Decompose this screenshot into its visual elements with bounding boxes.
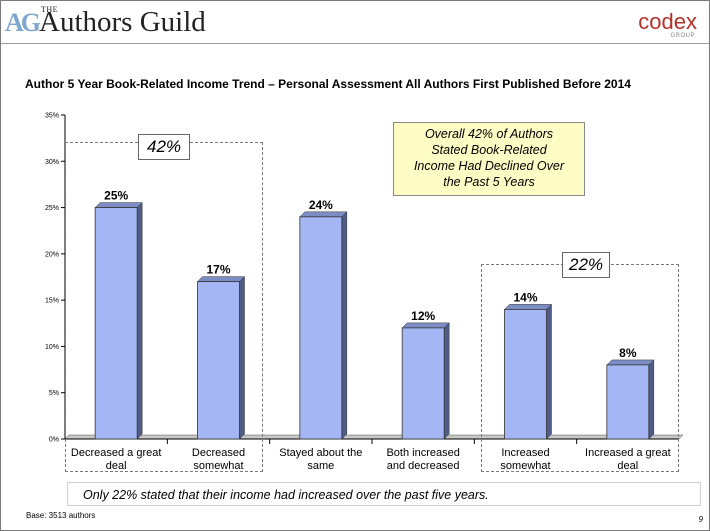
decrease-group-outline <box>65 142 263 472</box>
y-tick-label: 15% <box>45 298 59 305</box>
bar-value-label: 25% <box>104 189 128 203</box>
chart-labels: 0% 5% 10% 15% 20% 25% 30% 35% 25% Decreased a gre… <box>45 113 671 473</box>
logo-name-text: Authors Guild <box>39 6 206 38</box>
callout-line: the Past 5 Years <box>443 175 535 189</box>
bar <box>606 364 650 440</box>
bar <box>504 308 547 440</box>
codex-group-text: GROUP <box>670 33 695 39</box>
y-tick-label: 10% <box>45 344 59 351</box>
bar <box>197 281 240 440</box>
callout-line: Income Had Declined Over <box>413 159 565 173</box>
x-category-label: somewhat <box>193 460 243 472</box>
bar <box>94 207 138 440</box>
y-tick-label: 35% <box>45 113 59 120</box>
bar-value-label: 17% <box>206 263 230 277</box>
y-tick-label: 30% <box>45 159 59 166</box>
codex-word: codex <box>638 9 697 34</box>
x-category-label: Both increased <box>386 447 459 459</box>
header-divider <box>1 43 709 44</box>
y-tick-label: 0% <box>49 437 59 444</box>
increase-group-outline <box>481 264 679 472</box>
callout-line: Stated Book-Related <box>431 143 547 157</box>
logo-the-text: THE <box>41 5 59 14</box>
x-category-label: Decreased a great <box>71 447 162 459</box>
bar-top <box>401 322 450 329</box>
x-category-label: same <box>307 460 334 472</box>
bar-top <box>299 211 348 218</box>
x-category-label: deal <box>617 460 638 472</box>
codex-group-logo: codex GROUP <box>638 9 697 40</box>
summary-callout: Overall 42% of Authors Stated Book-Relat… <box>393 122 585 196</box>
bar-side <box>443 322 450 440</box>
bar <box>401 327 445 440</box>
y-tick-label: 25% <box>45 205 59 212</box>
base-note: Base: 3513 authors <box>26 511 96 520</box>
increase-total-badge: 22% <box>562 252 610 278</box>
x-category-label: Stayed about the <box>279 447 362 459</box>
decrease-total-badge: 42% <box>138 134 190 160</box>
x-category-label: deal <box>106 460 127 472</box>
bar-value-label: 14% <box>513 290 537 304</box>
bar-value-label: 24% <box>309 198 333 212</box>
bar-value-label: 12% <box>411 309 435 323</box>
y-tick-label: 20% <box>45 251 59 258</box>
callout-line: Overall 42% of Authors <box>424 127 554 141</box>
bar-side <box>341 211 348 440</box>
bar-value-label: 8% <box>619 346 637 360</box>
x-category-label: somewhat <box>500 460 550 472</box>
footnote-box: Only 22% stated that their income had in… <box>67 482 701 506</box>
y-tick-label: 5% <box>49 390 59 397</box>
page-number: 9 <box>698 515 703 524</box>
chart-title: Author 5 Year Book-Related Income Trend … <box>25 77 631 91</box>
chart-bars <box>94 201 655 440</box>
x-category-label: and decreased <box>387 460 460 472</box>
x-category-label: Increased <box>501 447 549 459</box>
ag-monogram-icon: AG <box>5 8 41 37</box>
x-category-label: Increased a great <box>585 447 671 459</box>
x-category-label: Decreased <box>192 447 245 459</box>
bar <box>299 216 343 440</box>
